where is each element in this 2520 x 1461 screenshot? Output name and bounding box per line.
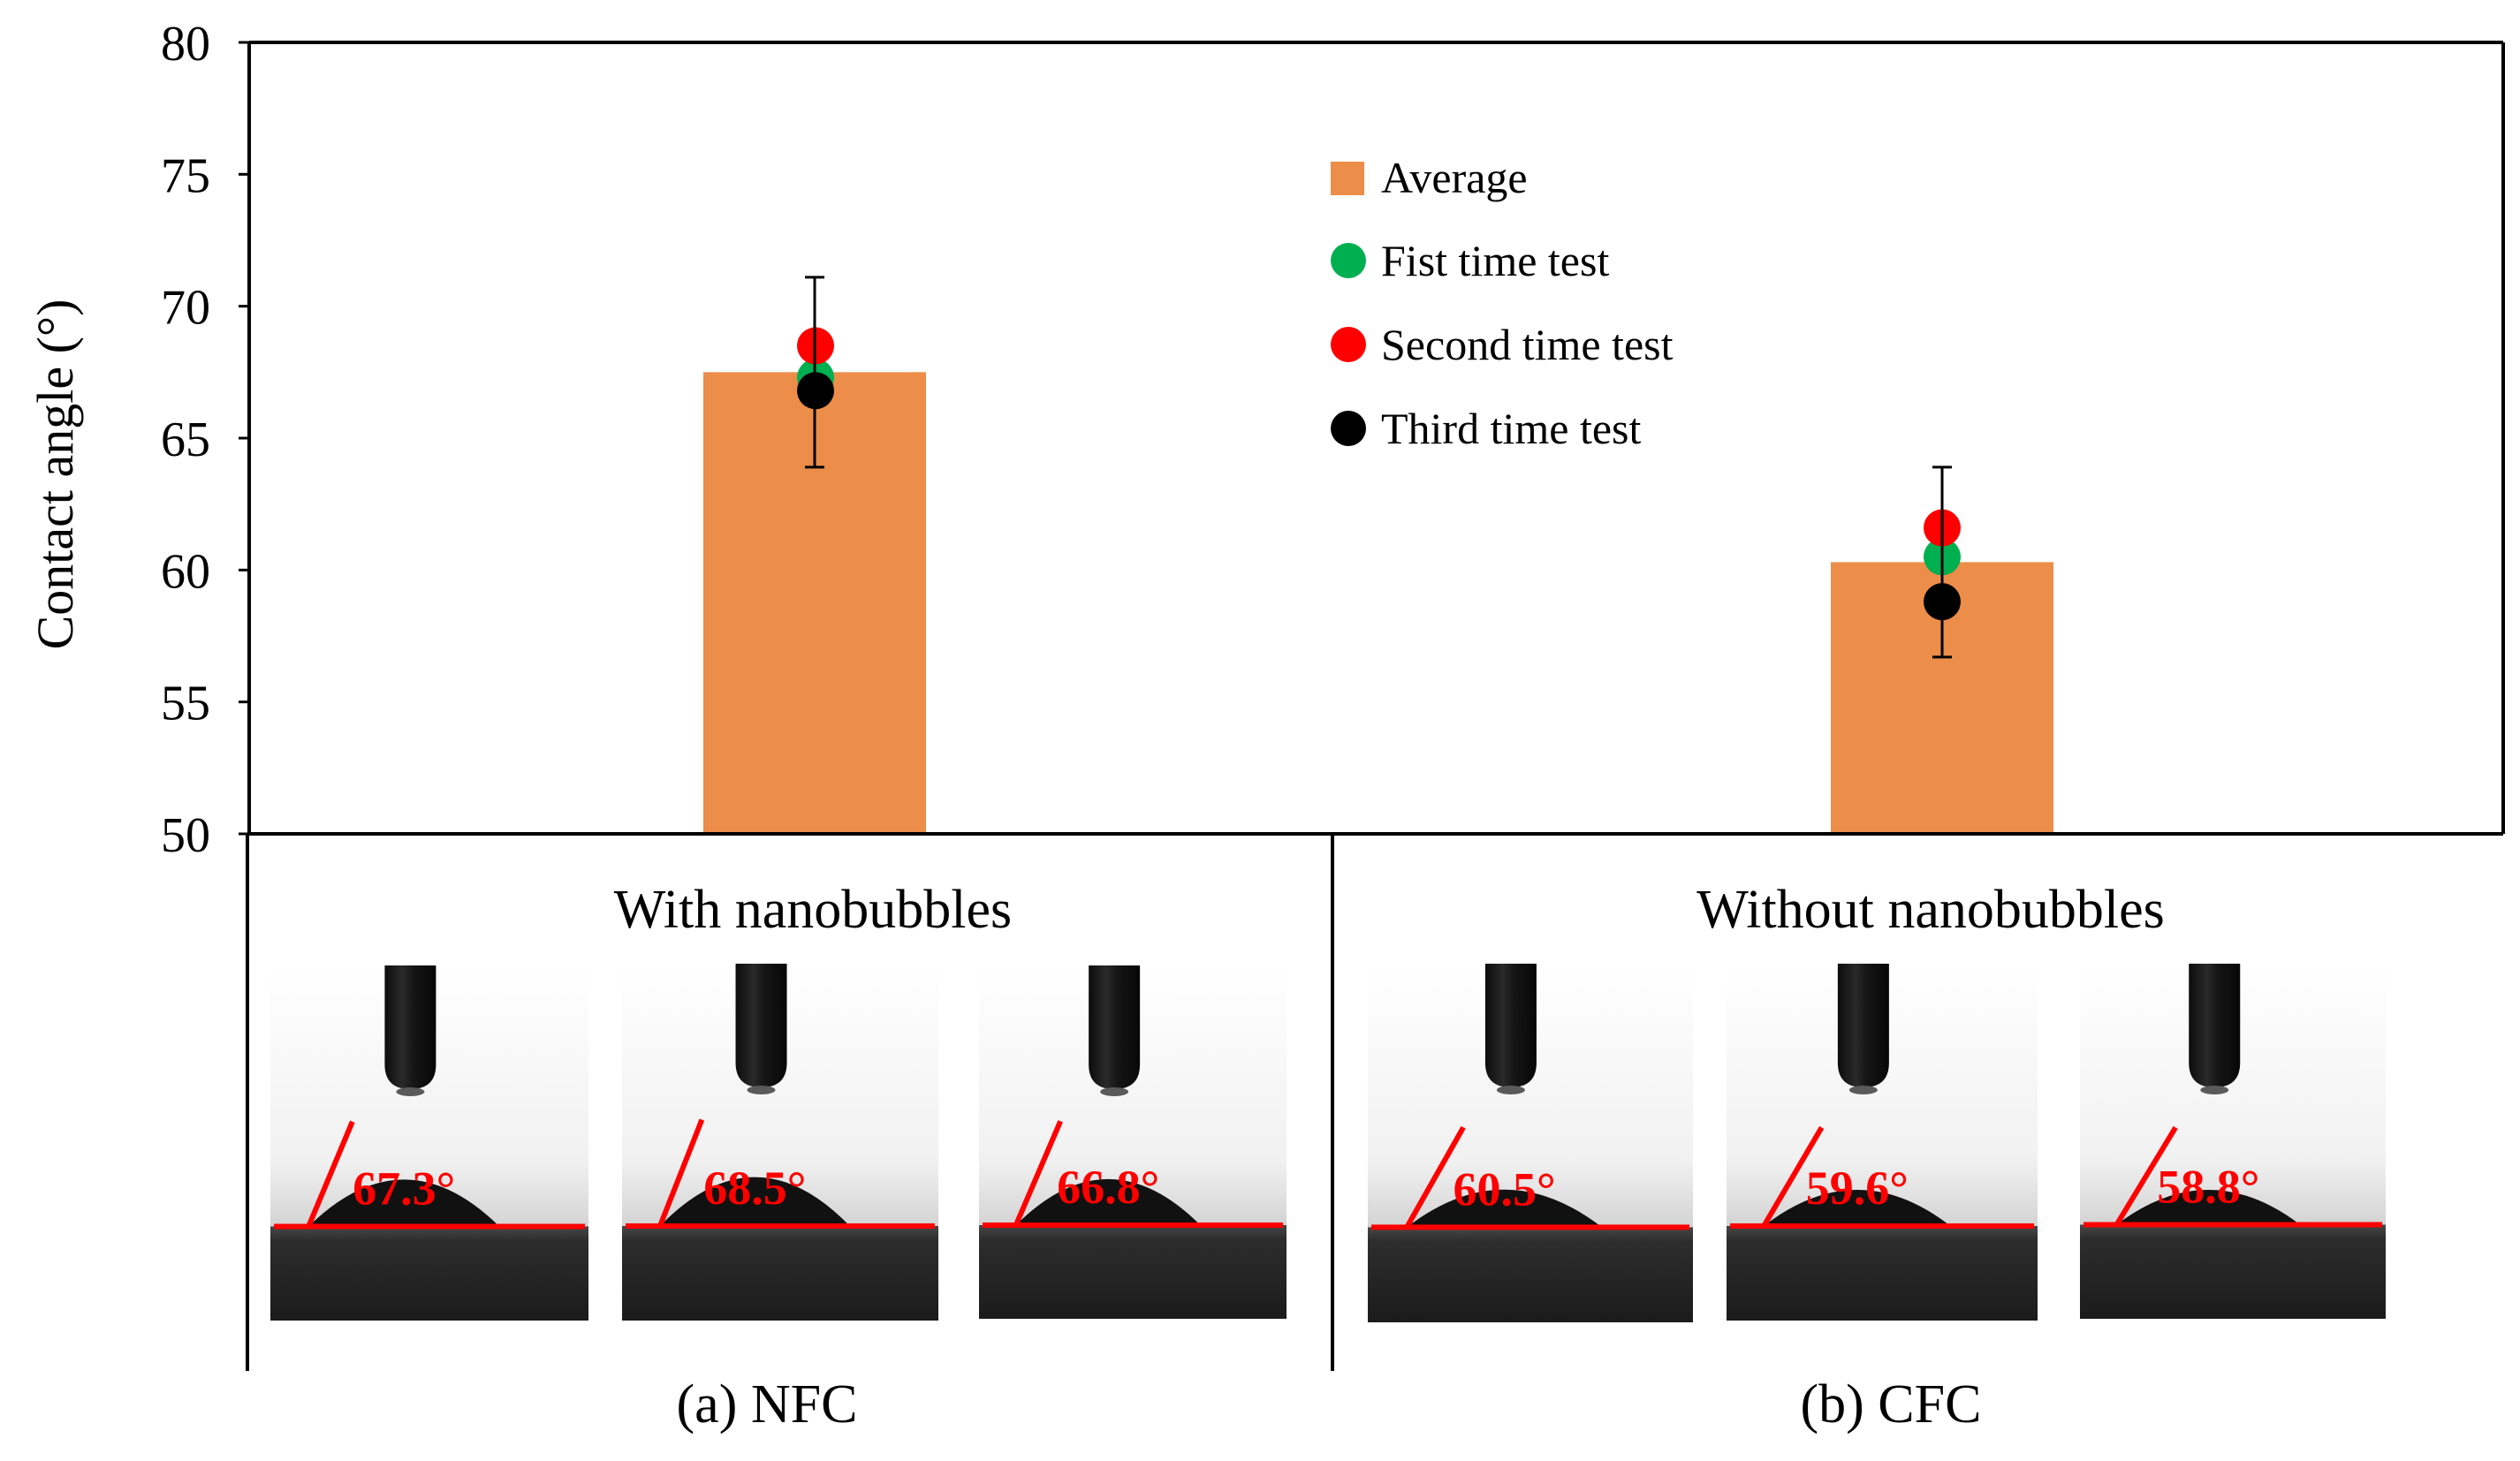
legend-swatch-average: [1331, 162, 1364, 195]
droplet-image-nfc-3: 66.8°: [979, 965, 1287, 1319]
legend-label-average: Average: [1381, 153, 1528, 202]
axes-frame: [246, 41, 2505, 1371]
y-tick-label: 50: [161, 808, 210, 863]
droplet-image-cfc-3: 58.8°: [2080, 964, 2386, 1319]
y-tick-label: 55: [161, 677, 210, 731]
legend-label-third-test: Third time test: [1381, 404, 1641, 453]
contact-angle-label: 66.8°: [1057, 1161, 1159, 1214]
contact-angle-label: 60.5°: [1454, 1162, 1556, 1215]
droplet-image-nfc-2: 68.5°: [622, 964, 938, 1321]
legend-marker-first-test: [1331, 243, 1366, 278]
panel-heading-cfc: Without nanobubbles: [1696, 880, 2165, 940]
contact-angle-label: 68.5°: [703, 1162, 806, 1215]
y-tick-label: 70: [161, 281, 210, 336]
y-axis-title: Contact angle (°): [27, 299, 84, 650]
droplet-image-cfc-1: 60.5°: [1368, 964, 1693, 1322]
legend-label-second-test: Second time test: [1381, 320, 1674, 369]
y-tick-label: 60: [161, 544, 210, 599]
legend-marker-second-test: [1331, 327, 1366, 362]
contact-angle-label: 58.8°: [2157, 1160, 2259, 1213]
y-tick-label: 65: [161, 413, 210, 467]
droplet-image-nfc-1: 67.3°: [270, 965, 588, 1321]
y-axis-ticks: 50 55 60 65 70 75 80: [161, 17, 249, 863]
error-bar-cfc: [1932, 466, 1952, 659]
legend: Average Fist time test Second time test …: [1331, 153, 1674, 453]
panel-heading-nfc: With nanobubbles: [614, 880, 1012, 940]
caption-nfc: (a) NFC: [677, 1374, 858, 1435]
droplet-image-cfc-2: 59.6°: [1727, 964, 2038, 1321]
droplet-images: 67.3° 68.5° 66.8° 60.5° 59.6° 58.8°: [270, 964, 2386, 1322]
contact-angle-label: 67.3°: [353, 1162, 455, 1215]
error-bar-nfc: [805, 276, 824, 469]
legend-marker-third-test: [1331, 411, 1366, 446]
caption-cfc: (b) CFC: [1801, 1374, 1982, 1435]
legend-label-first-test: Fist time test: [1381, 236, 1609, 285]
contact-angle-label: 59.6°: [1806, 1162, 1909, 1215]
plot-area: [703, 276, 2053, 834]
y-tick-label: 80: [161, 17, 210, 72]
y-tick-label: 75: [161, 148, 210, 203]
